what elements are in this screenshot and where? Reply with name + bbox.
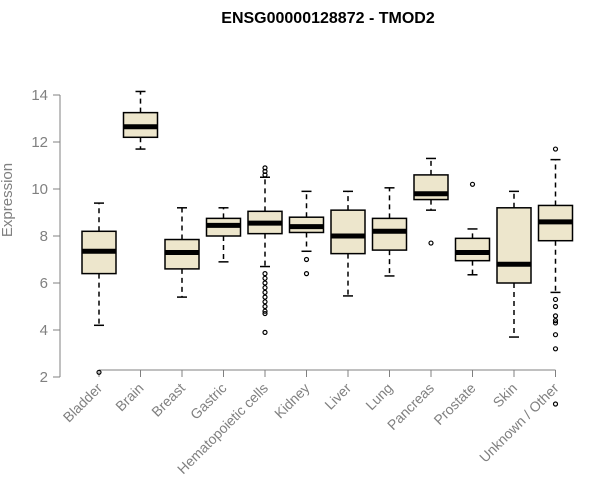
box-iqr bbox=[371, 217, 408, 251]
box-group bbox=[537, 146, 574, 407]
box-iqr bbox=[330, 209, 366, 255]
y-tick-label: 4 bbox=[40, 322, 48, 339]
y-tick-label: 10 bbox=[31, 181, 48, 198]
outlier-point bbox=[262, 271, 268, 277]
outlier-point bbox=[552, 146, 559, 152]
outlier-point bbox=[552, 303, 559, 310]
outlier-point bbox=[552, 318, 559, 324]
outlier-point bbox=[262, 280, 268, 286]
y-tick-label: 8 bbox=[40, 228, 48, 245]
y-tick-label: 14 bbox=[31, 87, 48, 104]
x-category-label: Liver bbox=[321, 380, 354, 413]
box-group bbox=[454, 181, 491, 276]
outlier-point bbox=[303, 256, 310, 263]
outlier-point bbox=[469, 181, 476, 187]
box-group bbox=[247, 165, 283, 335]
y-axis-label: Expression bbox=[0, 163, 16, 237]
y-tick-label: 6 bbox=[40, 275, 48, 292]
y-axis: 2 4 6 8 10 12 14 bbox=[31, 87, 61, 386]
y-tick-label: 12 bbox=[31, 134, 48, 151]
plot-area bbox=[81, 90, 574, 407]
box-group bbox=[288, 190, 325, 277]
x-category-label: Unknown / Other bbox=[476, 380, 562, 466]
box-iqr bbox=[454, 237, 491, 262]
x-category-label: Prostate bbox=[430, 380, 478, 428]
outlier-point bbox=[303, 271, 310, 277]
outlier-point bbox=[262, 165, 268, 171]
box-group bbox=[81, 202, 117, 375]
y-tick-label: 2 bbox=[40, 369, 48, 386]
box-group bbox=[205, 207, 242, 263]
x-category-label: Skin bbox=[490, 380, 521, 411]
outlier-point bbox=[262, 310, 268, 317]
outlier-point bbox=[552, 346, 559, 352]
chart-title: ENSG00000128872 - TMOD2 bbox=[221, 10, 435, 27]
outlier-point bbox=[96, 369, 102, 375]
outlier-point bbox=[262, 299, 268, 305]
outlier-point bbox=[262, 285, 268, 291]
box-iqr bbox=[496, 207, 532, 284]
outlier-point bbox=[428, 240, 434, 246]
outlier-point bbox=[262, 289, 268, 295]
box-group bbox=[122, 90, 159, 150]
outlier-point bbox=[552, 296, 559, 303]
box-group bbox=[371, 187, 408, 277]
outlier-point bbox=[552, 332, 559, 338]
outlier-point bbox=[262, 303, 268, 310]
box-group bbox=[496, 190, 532, 338]
box-group bbox=[330, 190, 366, 297]
outlier-point bbox=[262, 329, 268, 335]
box-group bbox=[164, 207, 200, 298]
outlier-point bbox=[262, 294, 268, 300]
x-category-label: Kidney bbox=[271, 380, 313, 422]
outlier-point bbox=[262, 308, 268, 314]
outlier-point bbox=[262, 275, 268, 281]
x-category-label: Bladder bbox=[60, 380, 106, 426]
outlier-point bbox=[552, 320, 559, 326]
outlier-point bbox=[552, 401, 559, 407]
x-category-label: Breast bbox=[148, 380, 188, 420]
outlier-point bbox=[552, 313, 559, 319]
box-group bbox=[413, 157, 449, 246]
x-category-label: Brain bbox=[112, 380, 146, 414]
x-category-label: Lung bbox=[362, 380, 395, 413]
